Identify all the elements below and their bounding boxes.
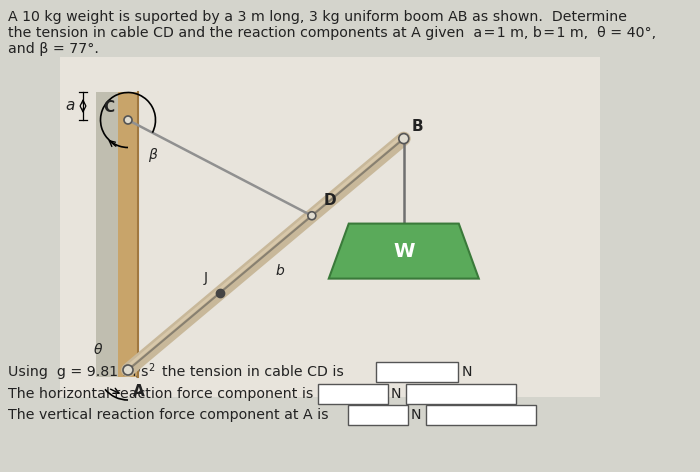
Text: 2: 2 — [148, 363, 154, 373]
Text: N: N — [462, 365, 472, 379]
Text: and β = 77°.: and β = 77°. — [8, 42, 99, 56]
Circle shape — [399, 134, 409, 143]
Text: Using  g = 9.81 m/s: Using g = 9.81 m/s — [8, 365, 148, 379]
Text: a: a — [66, 99, 75, 113]
Text: The horizontal reaction force component is: The horizontal reaction force component … — [8, 387, 314, 401]
Bar — [60, 57, 600, 397]
Text: $\beta$: $\beta$ — [148, 146, 158, 164]
Polygon shape — [329, 224, 479, 278]
Text: C: C — [103, 100, 114, 115]
Bar — [376, 362, 458, 382]
Bar — [96, 92, 118, 377]
Bar — [318, 384, 388, 404]
Text: N: N — [411, 408, 421, 422]
Text: D: D — [324, 193, 337, 208]
Text: N: N — [391, 387, 402, 401]
Bar — [406, 384, 516, 404]
Bar — [426, 405, 536, 425]
Text: A 10 kg weight is suported by a 3 m long, 3 kg uniform boom AB as shown.  Determ: A 10 kg weight is suported by a 3 m long… — [8, 10, 627, 24]
Text: (Click to select) ∨: (Click to select) ∨ — [431, 410, 529, 420]
Circle shape — [123, 365, 133, 375]
Text: the tension in cable CD and the reaction components at A given  a = 1 m, b = 1 m: the tension in cable CD and the reaction… — [8, 26, 656, 40]
Text: the tension in cable CD is: the tension in cable CD is — [153, 365, 344, 379]
Text: The vertical reaction force component at A is: The vertical reaction force component at… — [8, 408, 328, 422]
Text: A: A — [133, 384, 145, 399]
Text: (Click to select) ∨: (Click to select) ∨ — [411, 389, 510, 399]
Text: b: b — [276, 264, 284, 278]
Text: $\theta$: $\theta$ — [93, 343, 103, 357]
Circle shape — [124, 116, 132, 124]
Text: B: B — [412, 118, 424, 134]
Circle shape — [308, 212, 316, 220]
Text: J: J — [204, 271, 208, 285]
Bar — [348, 405, 408, 425]
Bar — [118, 92, 138, 377]
Text: W: W — [393, 242, 414, 261]
